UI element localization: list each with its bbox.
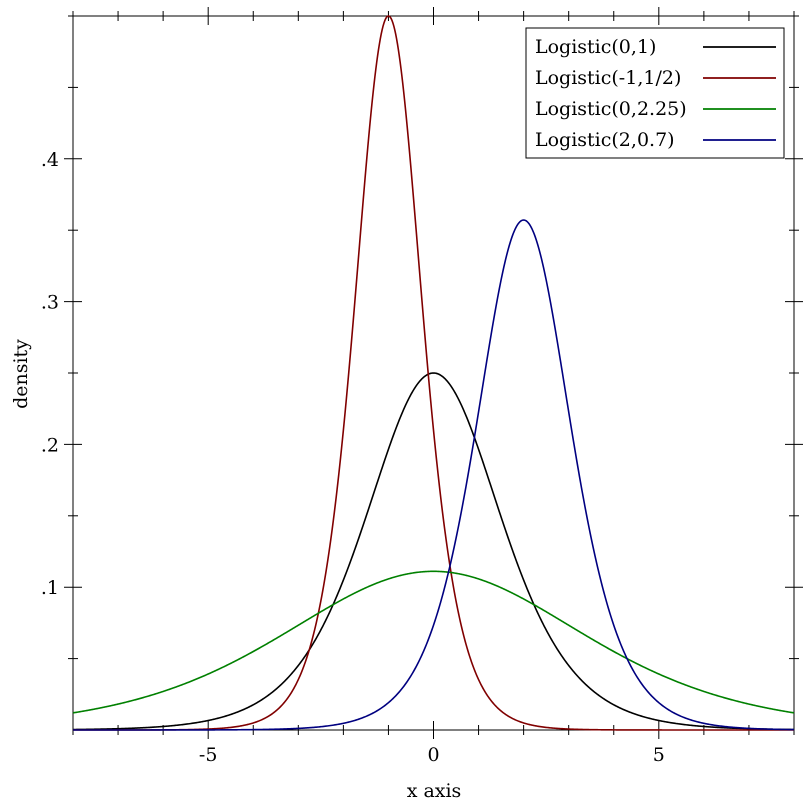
x-tick-label: 0 [427, 744, 439, 766]
series-line [72, 570, 795, 714]
y-tick-label: .2 [41, 434, 59, 456]
x-tick-label: -5 [199, 744, 218, 766]
legend-label: Logistic(0,2.25) [535, 98, 687, 120]
axis-ticks: -5 0 5 .1 .2 .3 .4 [41, 7, 803, 766]
series-line [72, 372, 795, 731]
series-line [73, 219, 795, 731]
legend-box [525, 27, 785, 159]
legend-label: Logistic(-1,1/2) [535, 67, 681, 89]
legend: Logistic(0,1) Logistic(-1,1/2) Logistic(0,… [525, 27, 785, 159]
y-tick-label: .1 [41, 577, 59, 599]
y-axis-title: density [10, 339, 32, 409]
x-axis-title: x axis [407, 780, 462, 802]
y-tick-label: .4 [41, 149, 59, 171]
legend-label: Logistic(2,0.7) [535, 129, 675, 151]
y-tick-label: .3 [41, 292, 59, 314]
x-tick-label: 5 [653, 744, 665, 766]
plot-lines [72, 15, 795, 731]
legend-label: Logistic(0,1) [535, 36, 656, 58]
